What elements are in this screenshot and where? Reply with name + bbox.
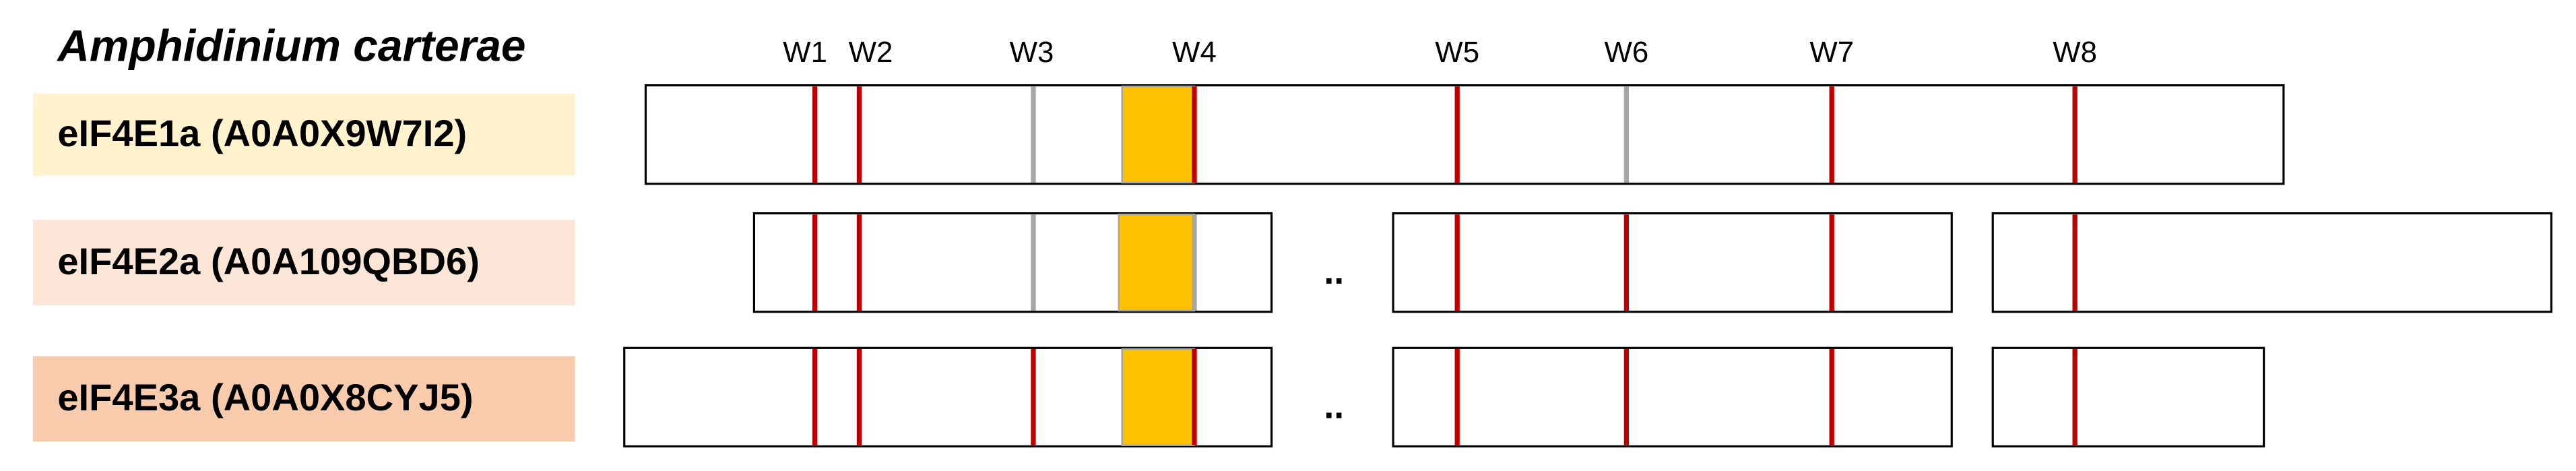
row-label: eIF4E2a (A0A109QBD6) xyxy=(57,240,480,282)
site-label: W7 xyxy=(1809,36,1854,69)
ellipsis: .. xyxy=(1324,386,1344,427)
site-label: W2 xyxy=(849,36,893,69)
label-box xyxy=(32,356,575,442)
sequence-segment xyxy=(1991,346,2265,448)
site-label: W8 xyxy=(2053,36,2097,69)
label-box xyxy=(32,220,575,306)
sequence-segment xyxy=(1991,212,2553,313)
site-label: W4 xyxy=(1172,36,1217,69)
sequence-segment xyxy=(1392,346,1953,448)
motif-box xyxy=(1118,214,1196,312)
ellipsis: .. xyxy=(1324,251,1344,292)
motif-box xyxy=(1121,86,1196,184)
sequence-segment xyxy=(1392,212,1953,313)
row-label: eIF4E1a (A0A0X9W7I2) xyxy=(57,112,467,154)
sequence-segment xyxy=(644,84,2285,185)
site-label: W3 xyxy=(1010,36,1054,69)
row-label: eIF4E3a (A0A0X8CYJ5) xyxy=(57,376,473,418)
motif-box xyxy=(1121,348,1196,446)
site-label: W5 xyxy=(1435,36,1479,69)
site-label: W6 xyxy=(1604,36,1648,69)
title: Amphidinium carterae xyxy=(56,20,525,70)
label-box xyxy=(32,93,575,176)
site-label: W1 xyxy=(783,36,827,69)
